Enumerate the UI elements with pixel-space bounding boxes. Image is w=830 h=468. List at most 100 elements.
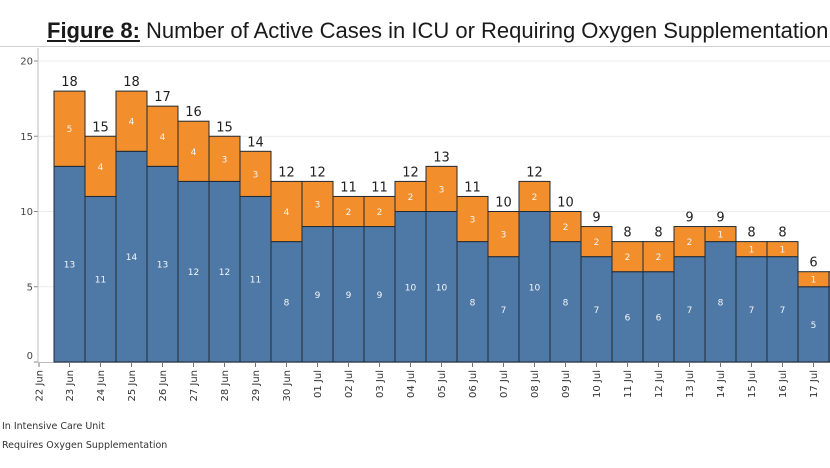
label-icu: 12 xyxy=(188,268,199,278)
label-oxygen: 2 xyxy=(346,208,352,218)
x-tick-label: 26 Jun xyxy=(158,370,169,402)
label-oxygen: 2 xyxy=(625,253,631,263)
label-icu: 7 xyxy=(501,306,507,316)
label-icu: 14 xyxy=(126,253,138,263)
label-total: 17 xyxy=(154,90,171,105)
bar-segment-oxygen xyxy=(332,195,365,228)
x-tick-label: 08 Jul xyxy=(530,370,541,398)
label-icu: 7 xyxy=(687,306,693,316)
label-total: 12 xyxy=(278,165,295,180)
x-tick-label: 15 Jul xyxy=(747,370,758,398)
bar-segment-oxygen xyxy=(487,211,520,258)
y-tick-label: 15 xyxy=(20,132,33,143)
bar-segment-icu xyxy=(704,241,737,363)
chart-title: Figure 8: Number of Active Cases in ICU … xyxy=(47,18,828,44)
x-tick-label: 30 Jun xyxy=(282,370,293,402)
label-oxygen: 4 xyxy=(160,133,166,143)
label-icu: 6 xyxy=(625,313,631,323)
x-tick-label: 25 Jun xyxy=(127,370,138,402)
x-tick-label: 10 Jul xyxy=(592,370,603,398)
bar-segment-oxygen xyxy=(394,180,427,212)
label-icu: 8 xyxy=(284,298,290,308)
x-tick-label: 12 Jul xyxy=(654,370,665,398)
bar-segment-icu xyxy=(797,286,830,363)
x-tick-label: 22 Jun xyxy=(35,370,46,402)
label-oxygen: 3 xyxy=(222,155,228,165)
bar-segment-oxygen xyxy=(549,211,582,243)
label-total: 10 xyxy=(495,196,512,211)
label-total: 16 xyxy=(185,105,202,120)
x-tick-label: 24 Jun xyxy=(96,370,107,402)
label-icu: 10 xyxy=(405,283,417,293)
legend-item-icu: In Intensive Care Unit xyxy=(2,421,105,432)
label-oxygen: 4 xyxy=(284,208,290,218)
label-total: 9 xyxy=(716,211,724,226)
label-icu: 7 xyxy=(594,306,600,316)
label-icu: 6 xyxy=(656,313,662,323)
label-total: 8 xyxy=(654,226,662,241)
label-icu: 9 xyxy=(377,291,383,301)
label-total: 8 xyxy=(778,226,786,241)
legend-item-oxygen: Requires Oxygen Supplementation xyxy=(2,440,168,451)
label-oxygen: 4 xyxy=(129,118,135,128)
label-total: 18 xyxy=(123,75,140,90)
label-total: 9 xyxy=(592,211,600,226)
x-tick-label: 06 Jul xyxy=(468,370,479,398)
x-tick-label: 14 Jul xyxy=(716,370,727,398)
label-icu: 7 xyxy=(749,306,755,316)
label-oxygen: 3 xyxy=(315,200,321,210)
bars xyxy=(53,90,830,363)
x-tick-label: 09 Jul xyxy=(561,370,572,398)
label-total: 12 xyxy=(309,165,326,180)
label-oxygen: 3 xyxy=(470,216,476,226)
x-tick-label: 07 Jul xyxy=(499,370,510,398)
label-icu: 5 xyxy=(811,321,817,331)
label-oxygen: 3 xyxy=(253,170,259,180)
bar-segment-oxygen xyxy=(363,195,396,228)
bar-segment-oxygen xyxy=(425,165,458,213)
label-oxygen: 2 xyxy=(687,238,693,248)
bar-segment-icu xyxy=(456,241,489,363)
label-total: 14 xyxy=(247,135,264,150)
label-icu: 8 xyxy=(470,298,476,308)
label-total: 11 xyxy=(464,180,481,195)
x-tick-label: 16 Jul xyxy=(778,370,789,398)
figure-label: Figure 8: xyxy=(47,18,140,43)
label-oxygen: 3 xyxy=(501,231,507,241)
label-oxygen: 2 xyxy=(532,193,538,203)
label-icu: 11 xyxy=(95,276,106,286)
y-tick-label: 0 xyxy=(27,351,33,362)
bar-segment-oxygen xyxy=(208,135,241,182)
label-total: 11 xyxy=(340,180,357,195)
label-oxygen: 1 xyxy=(811,276,817,286)
x-tick-label: 03 Jul xyxy=(375,370,386,398)
label-icu: 8 xyxy=(563,298,569,308)
label-total: 15 xyxy=(92,120,109,135)
x-tick-label: 23 Jun xyxy=(65,370,76,402)
y-tick-label: 20 xyxy=(20,57,33,68)
label-oxygen: 2 xyxy=(377,208,383,218)
label-total: 9 xyxy=(685,211,693,226)
label-oxygen: 4 xyxy=(191,148,197,158)
x-tick-label: 11 Jul xyxy=(623,370,634,398)
label-oxygen: 2 xyxy=(656,253,662,263)
x-tick-label: 17 Jul xyxy=(809,370,820,398)
label-icu: 11 xyxy=(250,276,261,286)
label-oxygen: 2 xyxy=(408,193,414,203)
label-oxygen: 3 xyxy=(439,185,445,195)
y-tick-label: 5 xyxy=(27,282,33,293)
title-text: Number of Active Cases in ICU or Requiri… xyxy=(139,18,829,43)
bar-segment-icu xyxy=(301,226,334,363)
y-tick-label: 10 xyxy=(20,207,33,218)
label-oxygen: 4 xyxy=(98,163,104,173)
bar-segment-oxygen xyxy=(301,180,334,228)
bar-segment-oxygen xyxy=(704,226,737,243)
x-tick-label: 05 Jul xyxy=(437,370,448,398)
label-icu: 13 xyxy=(64,261,75,271)
x-tick-label: 01 Jul xyxy=(313,370,324,398)
label-oxygen: 2 xyxy=(594,238,600,248)
bar-segment-icu xyxy=(673,256,706,363)
label-total: 6 xyxy=(809,256,817,271)
